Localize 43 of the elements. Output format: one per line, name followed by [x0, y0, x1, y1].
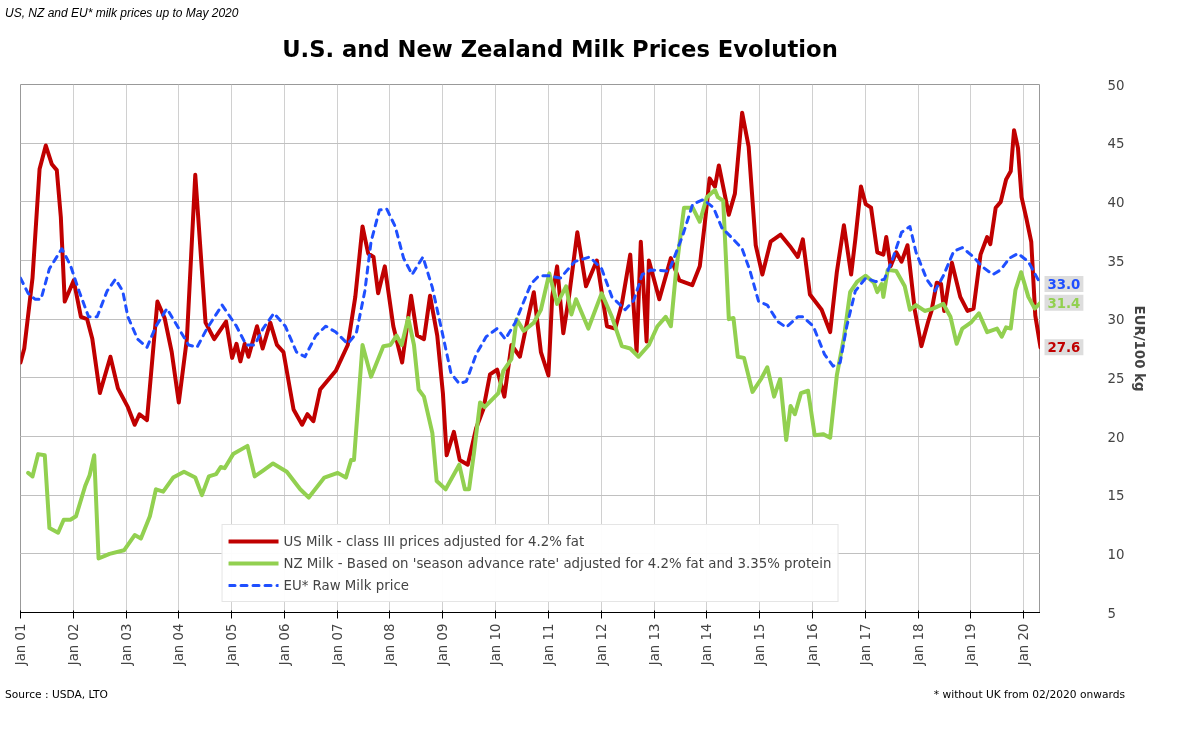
annotation: 27.6: [1047, 340, 1081, 356]
y-tick-label: 45: [1107, 136, 1125, 152]
line-series: [20, 110, 1040, 467]
x-tick-label: Jan 02: [65, 623, 81, 667]
x-tick-label: Jan 17: [857, 623, 873, 667]
x-tick-label: Jan 20: [1016, 623, 1032, 667]
x-tick-label: Jan 07: [329, 623, 345, 667]
x-tick-label: Jan 11: [540, 623, 556, 667]
x-tick-label: Jan 08: [382, 623, 398, 667]
legend-label: US Milk - class III prices adjusted for 4.2% fat: [283, 533, 585, 549]
legend-label: NZ Milk - Based on 'season advance rate' adjusted for 4.2% fat and 3.35% protein: [283, 555, 832, 571]
y-tick-label: 10: [1107, 546, 1125, 562]
x-tick-label: Jan 10: [488, 623, 504, 667]
y-tick-label: 15: [1107, 488, 1125, 504]
text: * without UK from 02/2020 onwards: [933, 687, 1125, 703]
y-tick-label: 20: [1107, 429, 1125, 445]
x-tick-label: Jan 15: [752, 623, 768, 667]
y-tick-label: 5: [1107, 605, 1116, 621]
x-tick-label: Jan 05: [224, 623, 240, 667]
text: US, NZ and EU* milk prices up to May 2020: [5, 5, 239, 22]
chart-title: U.S. and New Zealand Milk Prices Evolution: [282, 35, 838, 64]
y-axis-title: EUR/100 kg: [1132, 305, 1148, 392]
x-tick-label: Jan 12: [593, 623, 609, 667]
x-tick-label: Jan 09: [435, 623, 451, 667]
y-tick-label: 35: [1107, 253, 1125, 269]
x-tick-label: Jan 19: [963, 623, 979, 667]
y-tick-label: 30: [1107, 312, 1125, 328]
x-tick-label: Jan 06: [276, 623, 292, 667]
line-series: [20, 197, 1040, 386]
annotation: 33.0: [1047, 276, 1081, 292]
annotation: 31.4: [1047, 295, 1081, 311]
x-tick-label: Jan 13: [646, 623, 662, 667]
legend-label: EU* Raw Milk price: [283, 577, 409, 593]
y-tick-label: 25: [1107, 370, 1125, 386]
x-tick-label: Jan 16: [804, 623, 820, 667]
x-tick-label: Jan 18: [910, 623, 926, 667]
source-note: Source : USDA, LTO: [5, 687, 108, 703]
x-tick-label: Jan 03: [118, 623, 134, 667]
x-tick-label: Jan 14: [699, 623, 715, 667]
y-tick-label: 50: [1107, 77, 1125, 93]
x-tick-label: Jan 04: [171, 623, 187, 667]
x-tick-label: Jan 01: [13, 623, 28, 667]
y-tick-label: 40: [1107, 194, 1125, 210]
